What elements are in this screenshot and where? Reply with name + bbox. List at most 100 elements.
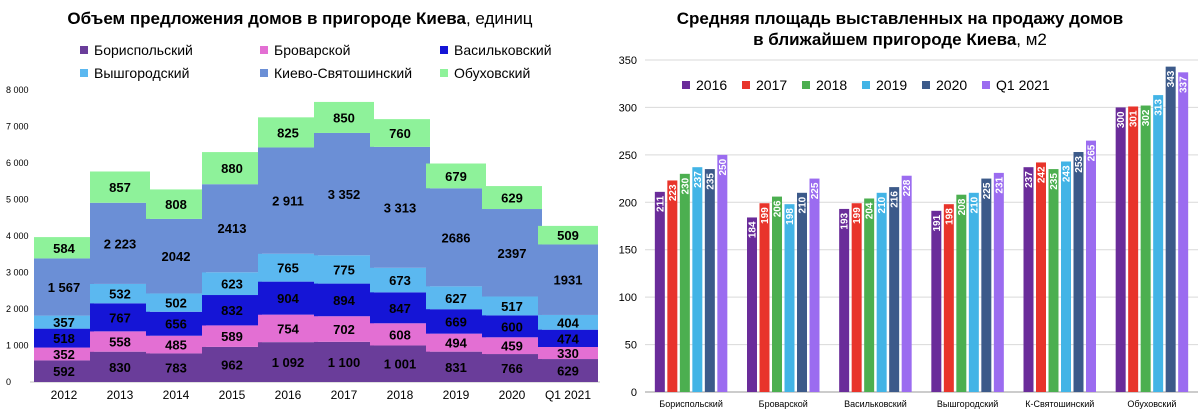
left-bar-label: 669 (445, 314, 467, 329)
right-bar (1115, 107, 1126, 392)
left-bar-segment (370, 267, 430, 293)
right-x-tick-label: Бориспольский (659, 399, 723, 409)
left-bar-label: 518 (53, 331, 75, 346)
left-bar-label: 485 (165, 338, 187, 353)
right-bar-label: 199 (852, 207, 863, 224)
left-bar-label: 832 (221, 303, 243, 318)
left-legend-swatch (440, 46, 448, 54)
right-bar (993, 172, 1004, 392)
right-bar-label: 253 (1074, 156, 1085, 173)
left-bar-segment (202, 295, 262, 326)
left-bar-segment (370, 345, 430, 382)
left-x-tick-label: 2018 (387, 388, 414, 402)
left-bar-segment (370, 323, 430, 346)
right-legend-swatch (922, 81, 930, 89)
left-bar-label: 904 (277, 291, 299, 306)
left-bar-label: 766 (501, 361, 523, 376)
left-y-tick-label: 8 000 (6, 85, 29, 95)
left-bar-segment (258, 342, 318, 382)
left-legend-item: Броварской (260, 42, 351, 58)
right-legend-swatch (742, 81, 750, 89)
left-y-tick-label: 4 000 (6, 231, 29, 241)
left-bar-label: 831 (445, 360, 467, 375)
right-legend-item: Q1 2021 (982, 77, 1050, 93)
left-bar-segment (482, 337, 542, 355)
right-chart-title-line1: Средняя площадь выставленных на продажу … (676, 9, 1124, 28)
right-bar-label: 210 (798, 196, 809, 213)
left-bar-label: 404 (557, 315, 579, 330)
left-bar-label: 808 (165, 197, 187, 212)
left-bar-segment (482, 354, 542, 382)
left-chart-panel: Объем предложения домов в пригороде Киев… (6, 9, 600, 402)
left-bar-segment (202, 152, 262, 185)
right-y-tick-label: 250 (619, 150, 637, 162)
left-bar-segment (90, 171, 150, 203)
right-y-tick-label: 0 (631, 387, 637, 399)
left-bar-label: 2 911 (272, 194, 304, 209)
right-bar-label: 265 (1087, 144, 1098, 161)
left-bar-segment (202, 184, 262, 273)
right-x-tick-label: Броварской (759, 399, 808, 409)
right-bar (901, 175, 912, 392)
left-x-tick-label: 2019 (443, 388, 470, 402)
left-bar-segment (146, 335, 206, 354)
left-bar-label: 847 (389, 301, 411, 316)
left-bar-label: 532 (109, 287, 131, 302)
right-legend-swatch (982, 81, 990, 89)
right-x-tick-label: Васильковский (844, 399, 907, 409)
left-chart-plot: 0 1 000 2 000 3 000 4 000 5 000 6 000 7 000 8 00… (6, 85, 600, 402)
right-bar (692, 167, 703, 392)
left-bar-segment (426, 333, 486, 352)
right-legend-label: Q1 2021 (996, 77, 1050, 93)
right-bar-label: 198 (785, 208, 796, 225)
left-bar-label: 656 (165, 317, 187, 332)
left-y-tick-label: 0 (6, 377, 11, 387)
left-bar-label: 830 (109, 360, 131, 375)
right-bar (931, 210, 942, 392)
left-bar-label: 894 (333, 293, 355, 308)
right-bar (968, 192, 979, 392)
right-bar (864, 198, 875, 392)
left-bar-segment (34, 347, 94, 361)
right-bar-label: 208 (957, 198, 968, 215)
right-bar (784, 204, 795, 392)
left-bar-segment (34, 315, 94, 329)
left-bar-segment (314, 132, 374, 256)
left-bar-segment (538, 329, 598, 347)
right-bar-label: 206 (773, 200, 784, 217)
right-bar-label: 313 (1154, 99, 1165, 116)
left-legend-item: Киево-Святошинский (260, 65, 412, 81)
left-bar-segment (314, 341, 374, 382)
right-bar (809, 178, 820, 392)
left-bar-label: 2 223 (104, 236, 137, 251)
left-bar-label: 623 (221, 277, 243, 292)
right-bar-label: 193 (840, 212, 851, 229)
left-bar-segment (258, 281, 318, 315)
right-bar-label: 235 (1049, 173, 1060, 190)
right-bar (889, 187, 900, 392)
right-bar-label: 228 (902, 179, 913, 196)
left-legend-item: Бориспольский (80, 42, 193, 58)
left-bar-label: 1 001 (384, 357, 417, 372)
left-legend-swatch (440, 69, 448, 77)
right-bar (679, 173, 690, 392)
left-bar-label: 1 092 (272, 355, 305, 370)
left-legend-item: Вышгородский (80, 65, 189, 81)
left-bar-label: 765 (277, 261, 299, 276)
left-legend-swatch (80, 69, 88, 77)
right-bar (851, 203, 862, 392)
left-bar-label: 2413 (218, 221, 247, 236)
right-legend-item: 2019 (862, 77, 907, 93)
right-bar-label: 210 (877, 196, 888, 213)
left-bar-segment (258, 117, 318, 148)
left-bar-label: 1 567 (48, 280, 81, 295)
left-legend-item: Обуховский (440, 65, 530, 81)
left-x-tick-label: 2017 (331, 388, 358, 402)
left-chart-title-unit: , единиц (465, 9, 533, 28)
right-bar-label: 231 (994, 176, 1005, 193)
left-chart-title-main: Объем предложения домов в пригороде Киев… (67, 9, 466, 28)
right-bar-label: 250 (718, 158, 729, 175)
right-bar-label: 223 (668, 184, 679, 201)
right-legend-label: 2017 (756, 77, 788, 93)
left-legend-label: Вышгородский (94, 65, 190, 81)
